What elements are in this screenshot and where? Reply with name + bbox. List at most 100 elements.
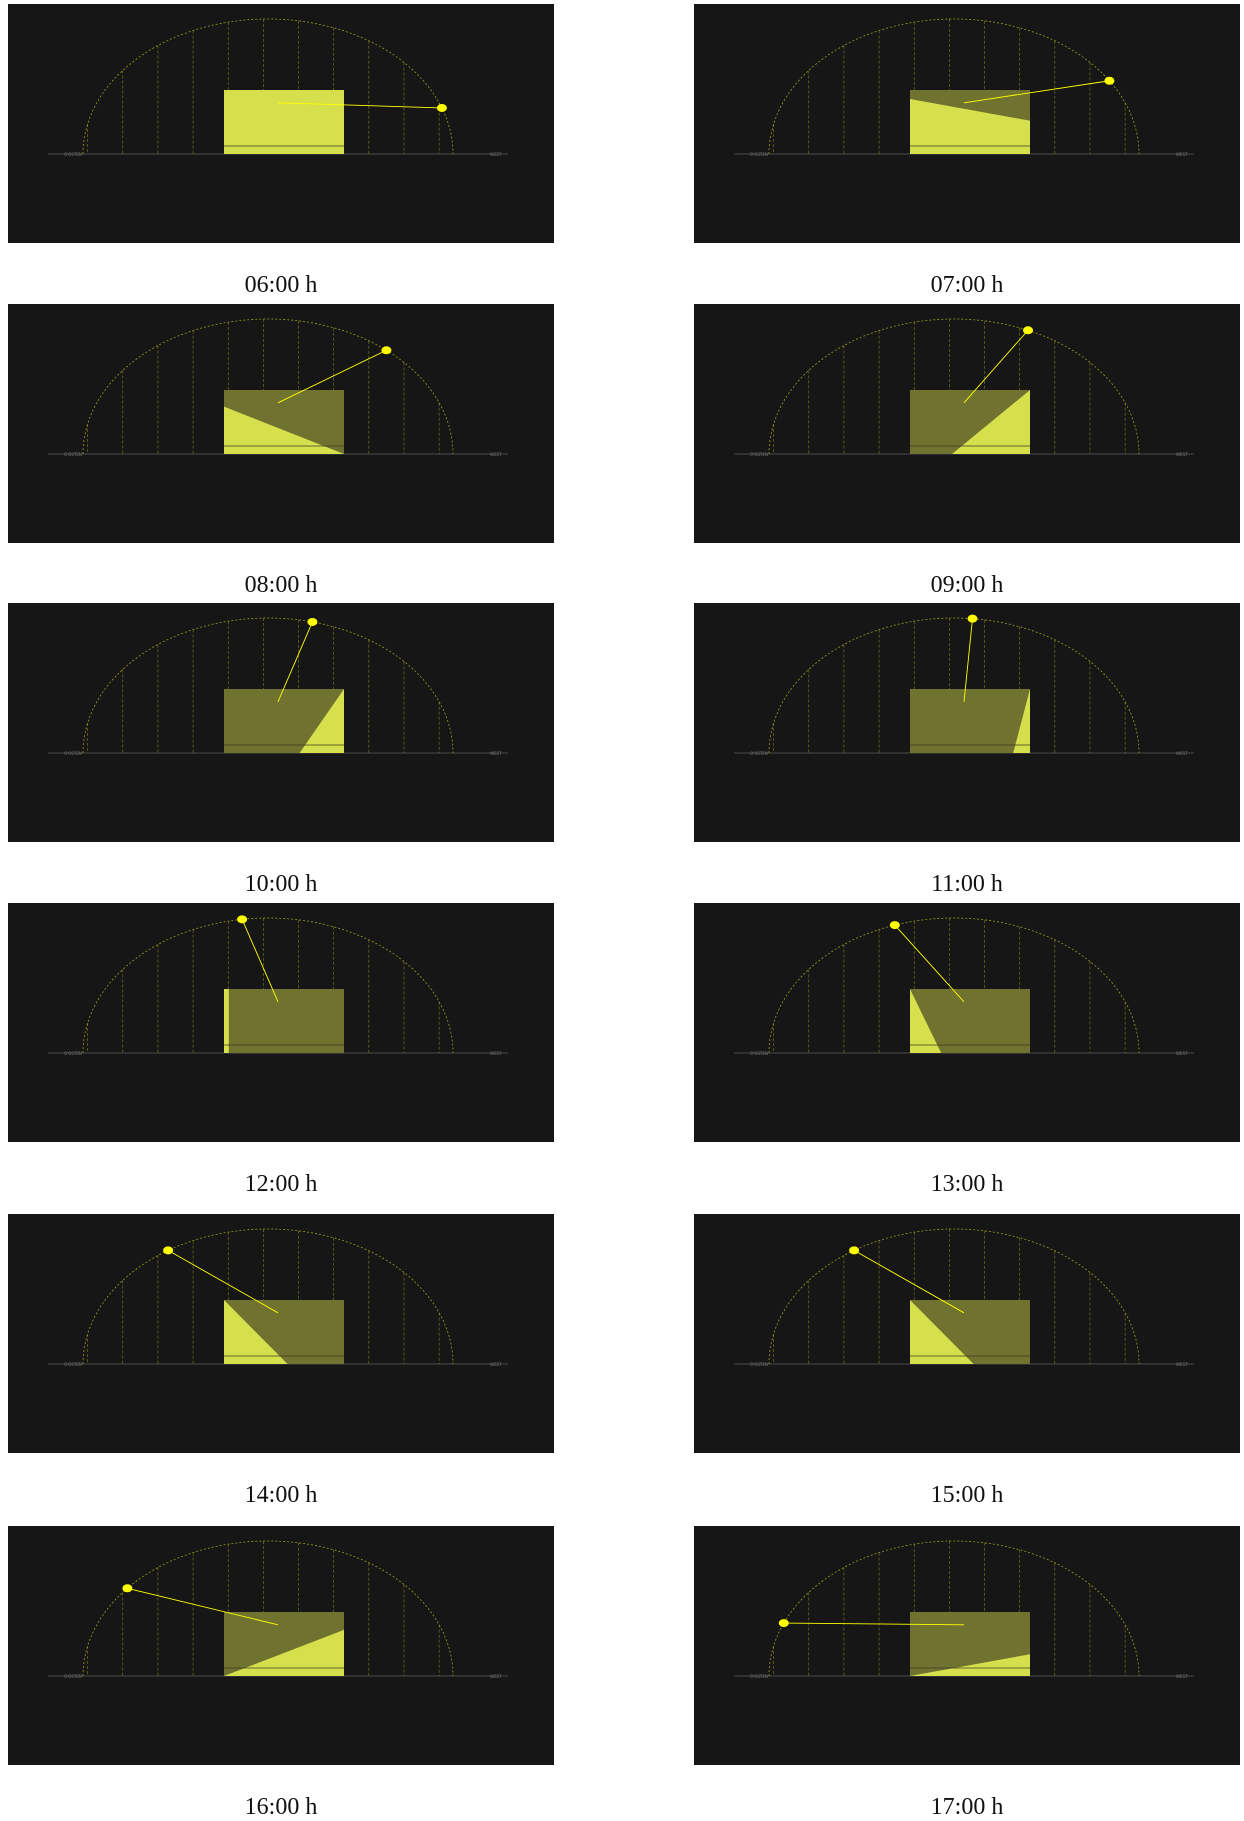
sun-diagram-panel: O'OSTEN WEST xyxy=(8,603,554,842)
ground-label-east: O'OSTEN xyxy=(750,1362,768,1367)
sun-diagram-panel: O'OSTEN WEST xyxy=(694,1526,1240,1765)
sun-ray xyxy=(241,919,279,1002)
ground-label-east: O'OSTEN xyxy=(750,1674,768,1679)
sun-ray xyxy=(963,329,1029,404)
sun-path-arc xyxy=(768,1228,1140,1365)
shaded-area xyxy=(224,689,344,753)
ground-label-west: WEST xyxy=(1176,1051,1188,1056)
sun-icon xyxy=(1023,326,1033,335)
ground-label-west: WEST xyxy=(490,452,502,457)
sun-ray xyxy=(963,618,973,702)
sun-ray xyxy=(127,1587,279,1626)
time-caption: 14:00 h xyxy=(244,1482,318,1508)
ground-label-west: WEST xyxy=(490,152,502,157)
sun-diagram: O'OSTEN WEST xyxy=(48,617,508,756)
sun-ray xyxy=(894,924,965,1003)
ground-label-east: O'OSTEN xyxy=(750,452,768,457)
sun-diagram: O'OSTEN WEST xyxy=(734,18,1194,157)
time-caption: 11:00 h xyxy=(931,871,1003,897)
sun-path-arc xyxy=(82,1540,454,1677)
sun-icon xyxy=(163,1246,174,1255)
shaded-area xyxy=(224,1612,344,1676)
ground-label-east: O'OSTEN xyxy=(64,152,82,157)
sun-diagram-panel: O'OSTEN WEST xyxy=(8,903,554,1142)
sun-path-arc xyxy=(768,917,1140,1054)
ground-label-west: WEST xyxy=(490,1362,502,1367)
sun-ray xyxy=(963,80,1110,104)
sun-ray xyxy=(783,1622,965,1626)
ground-label-east: O'OSTEN xyxy=(64,452,82,457)
time-caption: 08:00 h xyxy=(244,572,318,598)
sun-diagram-panel: O'OSTEN WEST xyxy=(694,603,1240,842)
sun-ray xyxy=(277,621,313,702)
sun-path-arc xyxy=(82,1228,454,1365)
shaded-area xyxy=(910,1612,1030,1676)
sun-diagram-panel: O'OSTEN WEST xyxy=(694,1214,1240,1453)
sun-icon xyxy=(122,1584,133,1593)
sun-diagram-panel: O'OSTEN WEST xyxy=(8,1214,554,1453)
ground-label-west: WEST xyxy=(1176,751,1188,756)
time-caption: 13:00 h xyxy=(930,1171,1004,1197)
time-caption: 07:00 h xyxy=(930,272,1004,298)
shaded-area xyxy=(910,989,1030,1053)
sun-path-arc xyxy=(768,318,1140,455)
sun-diagram: O'OSTEN WEST xyxy=(48,1228,508,1367)
sun-path-arc xyxy=(82,917,454,1054)
sun-icon xyxy=(436,103,447,112)
sun-icon xyxy=(778,1619,789,1628)
sun-ray xyxy=(167,1249,279,1314)
sun-diagram-panel: O'OSTEN WEST xyxy=(8,1526,554,1765)
sun-ray xyxy=(853,1249,965,1314)
shaded-area xyxy=(910,689,1030,753)
sun-icon xyxy=(237,915,248,924)
time-caption: 06:00 h xyxy=(244,272,318,298)
sun-diagram: O'OSTEN WEST xyxy=(734,318,1194,457)
sun-ray xyxy=(277,102,442,109)
ground-label-east: O'OSTEN xyxy=(750,152,768,157)
sun-diagram-panel: O'OSTEN WEST xyxy=(694,304,1240,543)
ground-label-east: O'OSTEN xyxy=(64,1051,82,1056)
sun-icon xyxy=(381,346,392,355)
sun-diagram: O'OSTEN WEST xyxy=(48,1540,508,1679)
sun-ray xyxy=(277,349,387,404)
time-caption: 15:00 h xyxy=(930,1482,1004,1508)
sun-icon xyxy=(1104,76,1115,85)
sun-diagram-panel: O'OSTEN WEST xyxy=(694,903,1240,1142)
ground-label-east: O'OSTEN xyxy=(64,751,82,756)
sun-icon xyxy=(889,921,900,930)
sun-icon xyxy=(849,1246,860,1255)
sun-icon xyxy=(967,614,978,623)
time-caption: 09:00 h xyxy=(930,572,1004,598)
sun-icon xyxy=(307,617,318,626)
ground-label-west: WEST xyxy=(490,1674,502,1679)
sun-diagram: O'OSTEN WEST xyxy=(734,917,1194,1056)
shaded-area xyxy=(910,390,1030,454)
shaded-area xyxy=(228,989,344,1053)
sunlit-area xyxy=(224,90,344,154)
sun-path-arc xyxy=(82,318,454,455)
time-caption: 17:00 h xyxy=(930,1794,1004,1820)
ground-label-east: O'OSTEN xyxy=(64,1674,82,1679)
ground-label-west: WEST xyxy=(1176,152,1188,157)
sun-path-arc xyxy=(82,18,454,155)
sun-diagram-panel: O'OSTEN WEST xyxy=(8,304,554,543)
sun-diagram: O'OSTEN WEST xyxy=(48,18,508,157)
sun-path-arc xyxy=(768,617,1140,754)
time-caption: 16:00 h xyxy=(244,1794,318,1820)
sun-diagram: O'OSTEN WEST xyxy=(48,318,508,457)
ground-label-west: WEST xyxy=(490,751,502,756)
sun-diagram: O'OSTEN WEST xyxy=(734,1540,1194,1679)
sun-diagram: O'OSTEN WEST xyxy=(734,1228,1194,1367)
shaded-area xyxy=(224,1300,344,1364)
ground-label-west: WEST xyxy=(1176,1362,1188,1367)
sun-path-arc xyxy=(82,617,454,754)
time-caption: 12:00 h xyxy=(244,1171,318,1197)
time-caption: 10:00 h xyxy=(244,871,318,897)
shaded-area xyxy=(224,390,344,454)
ground-label-east: O'OSTEN xyxy=(750,751,768,756)
sun-diagram: O'OSTEN WEST xyxy=(734,614,1194,756)
ground-label-west: WEST xyxy=(1176,452,1188,457)
sun-diagram-panel: O'OSTEN WEST xyxy=(8,4,554,243)
sun-path-arc xyxy=(768,1540,1140,1677)
sun-diagram: O'OSTEN WEST xyxy=(48,915,508,1056)
